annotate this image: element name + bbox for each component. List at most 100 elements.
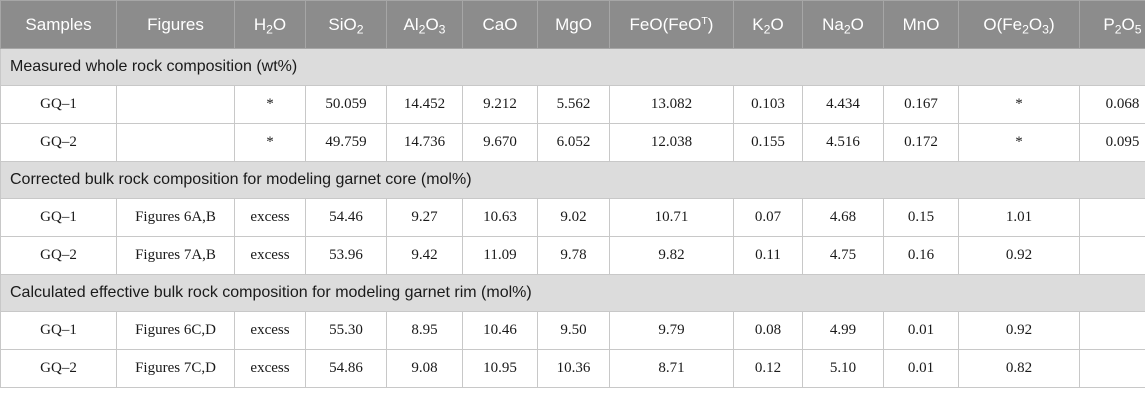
cell-sample: GQ–2: [0, 123, 117, 162]
cell-sample: GQ–2: [0, 236, 117, 275]
cell-mgo: 10.36: [537, 349, 610, 388]
cell-al2o3: 9.27: [386, 198, 463, 237]
header-ofe2o3: O(Fe2O3): [958, 0, 1080, 49]
header-mgo: MgO: [537, 0, 610, 49]
cell-sio2: 50.059: [305, 85, 387, 124]
cell-k2o: 0.11: [733, 236, 803, 275]
cell-sample: GQ–1: [0, 311, 117, 350]
header-feo: FeO(FeOT): [609, 0, 734, 49]
cell-figures: Figures 7C,D: [116, 349, 235, 388]
header-sio2: SiO2: [305, 0, 387, 49]
cell-k2o: 0.07: [733, 198, 803, 237]
cell-sio2: 49.759: [305, 123, 387, 162]
table-row: GQ–1 * 50.059 14.452 9.212 5.562 13.082 …: [0, 85, 1145, 124]
cell-cao: 10.63: [462, 198, 538, 237]
composition-table: Samples Figures H2O SiO2 Al2O3 CaO MgO F…: [0, 0, 1145, 388]
header-mno: MnO: [883, 0, 959, 49]
header-samples: Samples: [0, 0, 117, 49]
cell-sample: GQ–2: [0, 349, 117, 388]
header-al2o3: Al2O3: [386, 0, 463, 49]
cell-k2o: 0.12: [733, 349, 803, 388]
section-row-calculated: Calculated effective bulk rock compositi…: [0, 274, 1145, 312]
cell-figures: Figures 7A,B: [116, 236, 235, 275]
cell-h2o: excess: [234, 236, 306, 275]
header-figures: Figures: [116, 0, 235, 49]
table-body: Measured whole rock composition (wt%) GQ…: [0, 48, 1145, 388]
table-row: GQ–2 Figures 7A,B excess 53.96 9.42 11.0…: [0, 236, 1145, 275]
section-title: Measured whole rock composition (wt%): [0, 48, 1145, 86]
cell-ofe2o3: 0.92: [958, 311, 1080, 350]
cell-na2o: 4.68: [802, 198, 884, 237]
cell-ofe2o3: *: [958, 123, 1080, 162]
cell-p2o5: [1079, 311, 1145, 350]
table-row: GQ–1 Figures 6A,B excess 54.46 9.27 10.6…: [0, 198, 1145, 237]
cell-sample: GQ–1: [0, 198, 117, 237]
cell-mgo: 9.02: [537, 198, 610, 237]
cell-p2o5: [1079, 198, 1145, 237]
cell-mno: 0.172: [883, 123, 959, 162]
cell-figures: Figures 6C,D: [116, 311, 235, 350]
cell-mno: 0.01: [883, 349, 959, 388]
cell-figures: [116, 85, 235, 124]
cell-al2o3: 9.42: [386, 236, 463, 275]
cell-ofe2o3: 0.92: [958, 236, 1080, 275]
cell-k2o: 0.103: [733, 85, 803, 124]
cell-mgo: 9.50: [537, 311, 610, 350]
cell-mno: 0.01: [883, 311, 959, 350]
cell-na2o: 4.516: [802, 123, 884, 162]
cell-p2o5: [1079, 236, 1145, 275]
cell-mno: 0.15: [883, 198, 959, 237]
section-row-corrected: Corrected bulk rock composition for mode…: [0, 161, 1145, 199]
table-row: GQ–1 Figures 6C,D excess 55.30 8.95 10.4…: [0, 311, 1145, 350]
cell-sample: GQ–1: [0, 85, 117, 124]
cell-h2o: excess: [234, 198, 306, 237]
cell-mgo: 6.052: [537, 123, 610, 162]
section-title: Corrected bulk rock composition for mode…: [0, 161, 1145, 199]
cell-feo: 9.79: [609, 311, 734, 350]
header-p2o5: P2O5: [1079, 0, 1145, 49]
table-row: GQ–2 * 49.759 14.736 9.670 6.052 12.038 …: [0, 123, 1145, 162]
cell-na2o: 4.75: [802, 236, 884, 275]
cell-k2o: 0.08: [733, 311, 803, 350]
cell-cao: 9.670: [462, 123, 538, 162]
section-title: Calculated effective bulk rock compositi…: [0, 274, 1145, 312]
cell-al2o3: 9.08: [386, 349, 463, 388]
cell-mno: 0.167: [883, 85, 959, 124]
header-h2o: H2O: [234, 0, 306, 49]
cell-mgo: 9.78: [537, 236, 610, 275]
cell-na2o: 5.10: [802, 349, 884, 388]
cell-cao: 10.95: [462, 349, 538, 388]
cell-p2o5: 0.095: [1079, 123, 1145, 162]
cell-ofe2o3: *: [958, 85, 1080, 124]
cell-feo: 9.82: [609, 236, 734, 275]
cell-h2o: excess: [234, 311, 306, 350]
table-row: GQ–2 Figures 7C,D excess 54.86 9.08 10.9…: [0, 349, 1145, 388]
cell-sio2: 55.30: [305, 311, 387, 350]
cell-h2o: *: [234, 85, 306, 124]
header-row: Samples Figures H2O SiO2 Al2O3 CaO MgO F…: [0, 0, 1145, 49]
header-k2o: K2O: [733, 0, 803, 49]
cell-h2o: *: [234, 123, 306, 162]
cell-sio2: 53.96: [305, 236, 387, 275]
cell-ofe2o3: 0.82: [958, 349, 1080, 388]
cell-na2o: 4.434: [802, 85, 884, 124]
cell-na2o: 4.99: [802, 311, 884, 350]
cell-sio2: 54.46: [305, 198, 387, 237]
cell-cao: 9.212: [462, 85, 538, 124]
cell-mno: 0.16: [883, 236, 959, 275]
cell-mgo: 5.562: [537, 85, 610, 124]
cell-ofe2o3: 1.01: [958, 198, 1080, 237]
cell-figures: [116, 123, 235, 162]
cell-feo: 8.71: [609, 349, 734, 388]
section-row-measured: Measured whole rock composition (wt%): [0, 48, 1145, 86]
cell-p2o5: 0.068: [1079, 85, 1145, 124]
cell-feo: 10.71: [609, 198, 734, 237]
cell-al2o3: 14.736: [386, 123, 463, 162]
cell-p2o5: [1079, 349, 1145, 388]
cell-cao: 11.09: [462, 236, 538, 275]
cell-figures: Figures 6A,B: [116, 198, 235, 237]
cell-sio2: 54.86: [305, 349, 387, 388]
cell-al2o3: 14.452: [386, 85, 463, 124]
cell-cao: 10.46: [462, 311, 538, 350]
header-cao: CaO: [462, 0, 538, 49]
